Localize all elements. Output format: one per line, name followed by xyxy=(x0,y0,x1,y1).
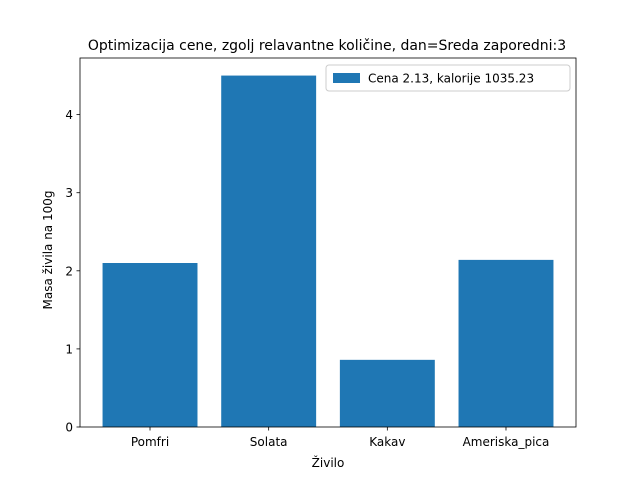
legend-swatch xyxy=(333,73,360,83)
bar-solata xyxy=(221,75,317,427)
y-axis-label: Masa živila na 100g xyxy=(41,191,55,310)
y-tick-label: 3 xyxy=(65,186,73,200)
legend: Cena 2.13, kalorije 1035.23 xyxy=(325,64,571,92)
y-tick-label: 4 xyxy=(65,108,73,122)
legend-label: Cena 2.13, kalorije 1035.23 xyxy=(368,72,534,86)
axes-frame xyxy=(79,57,577,428)
x-axis-label: Živilo xyxy=(312,455,345,470)
legend-box xyxy=(325,64,571,92)
plot-area: Pomfri Solata Kakav Ameriska_pica 0 1 2 3 4 xyxy=(65,57,577,449)
x-tick-label: Pomfri xyxy=(131,435,169,449)
y-tick-label: 0 xyxy=(65,421,73,435)
bar-kakav xyxy=(339,359,435,427)
x-tick-label: Solata xyxy=(250,435,288,449)
y-tick-label: 1 xyxy=(65,342,73,356)
y-tick-label: 2 xyxy=(65,264,73,278)
x-tick-label: Ameriska_pica xyxy=(463,435,550,449)
x-tick-label: Kakav xyxy=(369,435,405,449)
bar-pomfri xyxy=(102,263,198,427)
chart-title: Optimizacija cene, zgolj relavantne koli… xyxy=(88,38,566,54)
bar-ameriska-pica xyxy=(458,259,554,427)
